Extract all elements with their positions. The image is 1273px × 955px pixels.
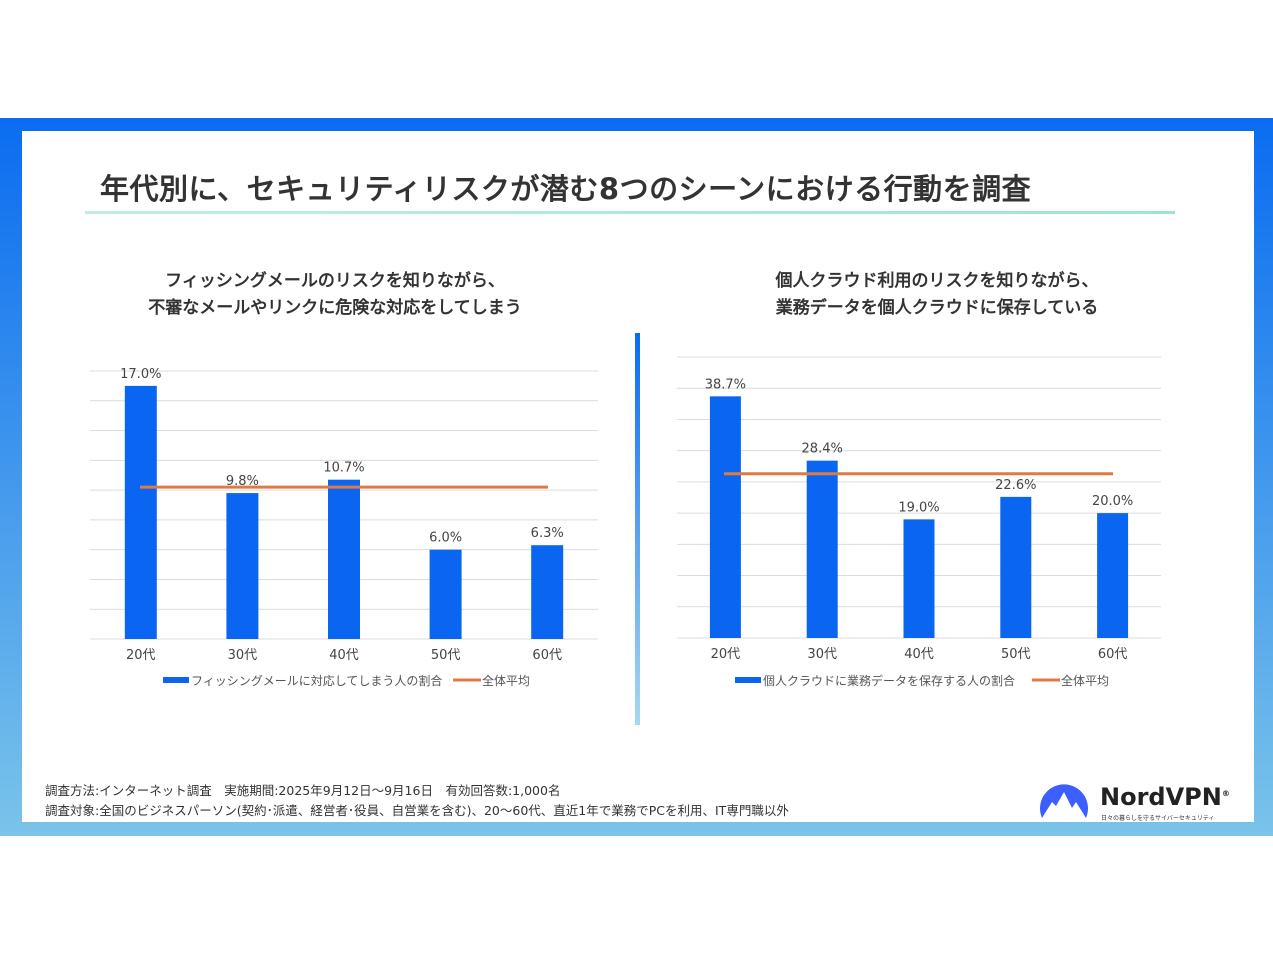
x-tick-label: 60代 [1098,647,1128,662]
brand-text: NordVPN [1100,783,1222,811]
bar [903,519,935,638]
bar [806,460,838,638]
x-tick-label: 30代 [228,648,258,663]
data-label: 38.7% [705,377,746,392]
data-label: 19.0% [898,500,939,515]
data-label: 10.7% [323,461,364,476]
brand-name: NordVPN® [1100,783,1230,811]
bar [709,396,741,638]
data-label: 20.0% [1092,494,1133,509]
x-tick-label: 40代 [904,647,934,662]
data-label: 6.3% [531,526,564,541]
data-label: 28.4% [802,442,843,457]
x-tick-label: 40代 [329,648,359,663]
bar [328,479,360,639]
bar [531,545,564,639]
chart-title-line: 不審なメールやリンクに危険な対応をしてしまう [148,298,522,318]
legend-swatch-series [735,677,761,683]
legend-label-average: 全体平均 [1061,673,1109,688]
legend-label-series: フィッシングメールに対応してしまう人の割合 [191,673,442,688]
bar [226,493,259,639]
data-label: 9.8% [226,474,259,489]
bar [124,385,157,639]
chart-title-line: 業務データを個人クラウドに保存している [775,298,1099,318]
nordvpn-logo-icon [1040,784,1088,818]
chart-title-line: 個人クラウド利用のリスクを知りながら、 [775,271,1099,291]
x-tick-label: 50代 [431,648,461,663]
x-tick-label: 50代 [1001,647,1031,662]
legend-swatch-series [163,677,189,683]
bar [1000,496,1032,638]
brand-tagline: 日々の暮らしを守るサイバーセキュリティ [1101,815,1215,822]
x-tick-label: 20代 [711,647,741,662]
bar [429,549,462,639]
chart-title-left: フィッシングメールのリスクを知りながら、 不審なメールやリンクに危険な対応をして… [110,268,560,322]
chart-title-right: 個人クラウド利用のリスクを知りながら、 業務データを個人クラウドに保存している [712,268,1162,322]
x-tick-label: 30代 [807,647,837,662]
footer-target: 調査対象:全国のビジネスパーソン(契約･派遣、経営者･役員、自営業を含む)、20… [45,803,789,818]
data-label: 22.6% [995,478,1036,493]
legend-label-series: 個人クラウドに業務データを保存する人の割合 [763,673,1015,688]
title-underline [85,211,1175,214]
bar [1097,513,1129,638]
data-label: 17.0% [120,367,161,382]
footer-method: 調査方法:インターネット調査 実施期間:2025年9月12日～9月16日 有効回… [45,783,561,798]
divider [635,333,640,725]
chart-title-line: フィッシングメールのリスクを知りながら、 [165,271,505,291]
brand-mark: ® [1221,789,1230,798]
legend-label-average: 全体平均 [482,673,530,688]
x-tick-label: 60代 [532,648,562,663]
x-tick-label: 20代 [126,648,156,663]
page-title: 年代別に、セキュリティリスクが潜む8つのシーンにおける行動を調査 [100,172,1032,206]
data-label: 6.0% [429,531,462,546]
